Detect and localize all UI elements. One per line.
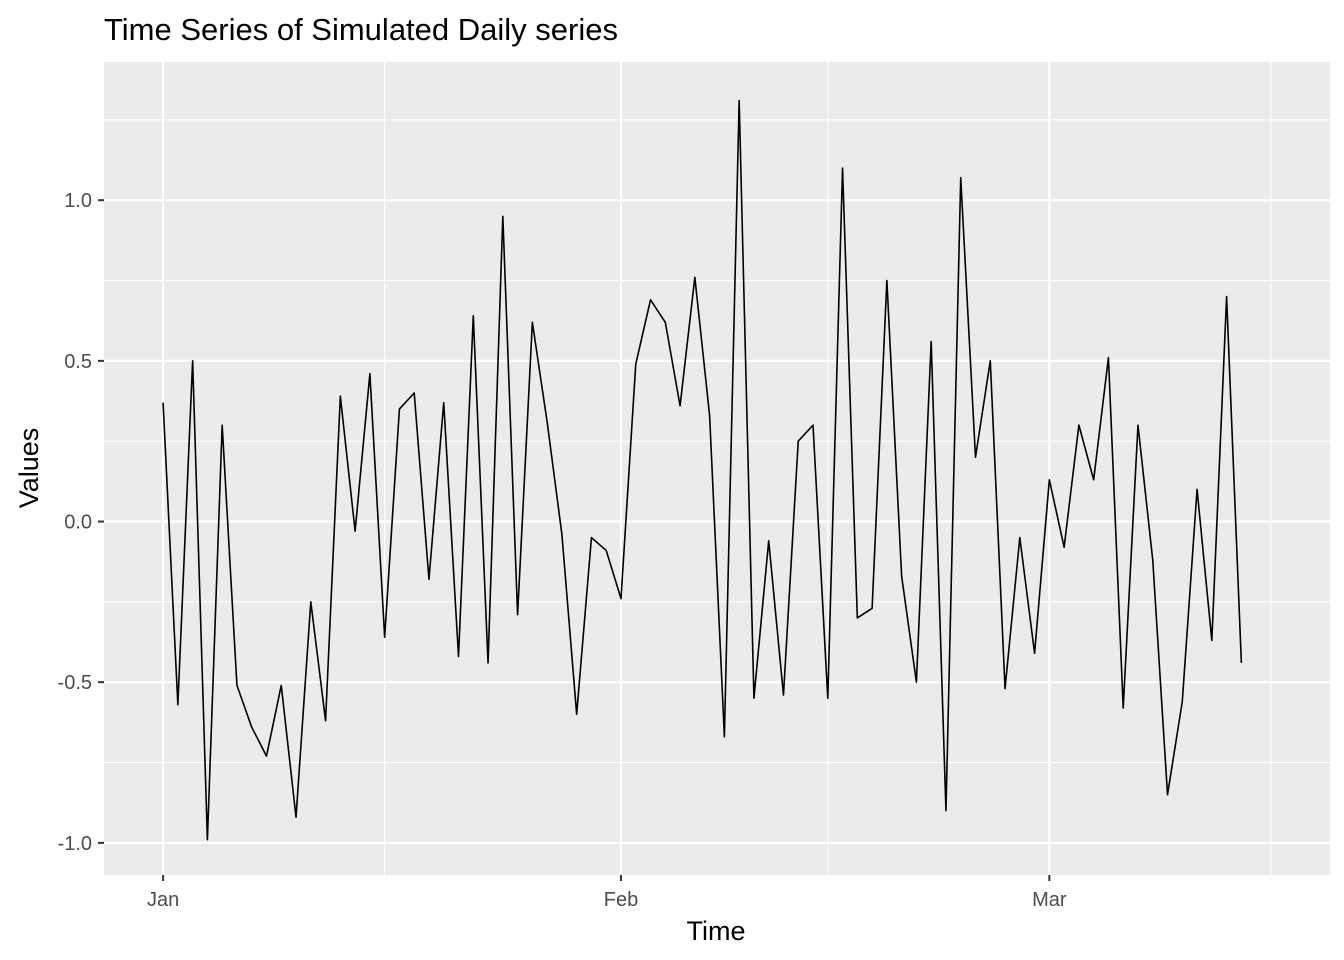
- series-line: [162, 99, 1243, 841]
- x-tick-label: Feb: [604, 889, 638, 911]
- y-tick-label: 1.0: [64, 190, 92, 212]
- y-tick-label: -0.5: [58, 672, 92, 694]
- plot-panel: [104, 62, 1330, 875]
- y-tick-label: 0.0: [64, 512, 92, 534]
- chart-title: Time Series of Simulated Daily series: [104, 12, 618, 47]
- y-axis-title: Values: [14, 428, 44, 509]
- x-axis-title: Time: [687, 916, 746, 946]
- y-tick-label: 0.5: [64, 351, 92, 373]
- y-axis: -1.0 -0.5 0.0 0.5 1.0: [58, 190, 104, 855]
- x-axis: Jan Feb Mar: [147, 875, 1067, 911]
- x-tick-label: Mar: [1032, 889, 1067, 911]
- minor-gridlines: [104, 62, 1330, 875]
- x-tick-label: Jan: [147, 889, 179, 911]
- y-tick-label: -1.0: [58, 833, 92, 855]
- major-gridlines: [104, 62, 1330, 875]
